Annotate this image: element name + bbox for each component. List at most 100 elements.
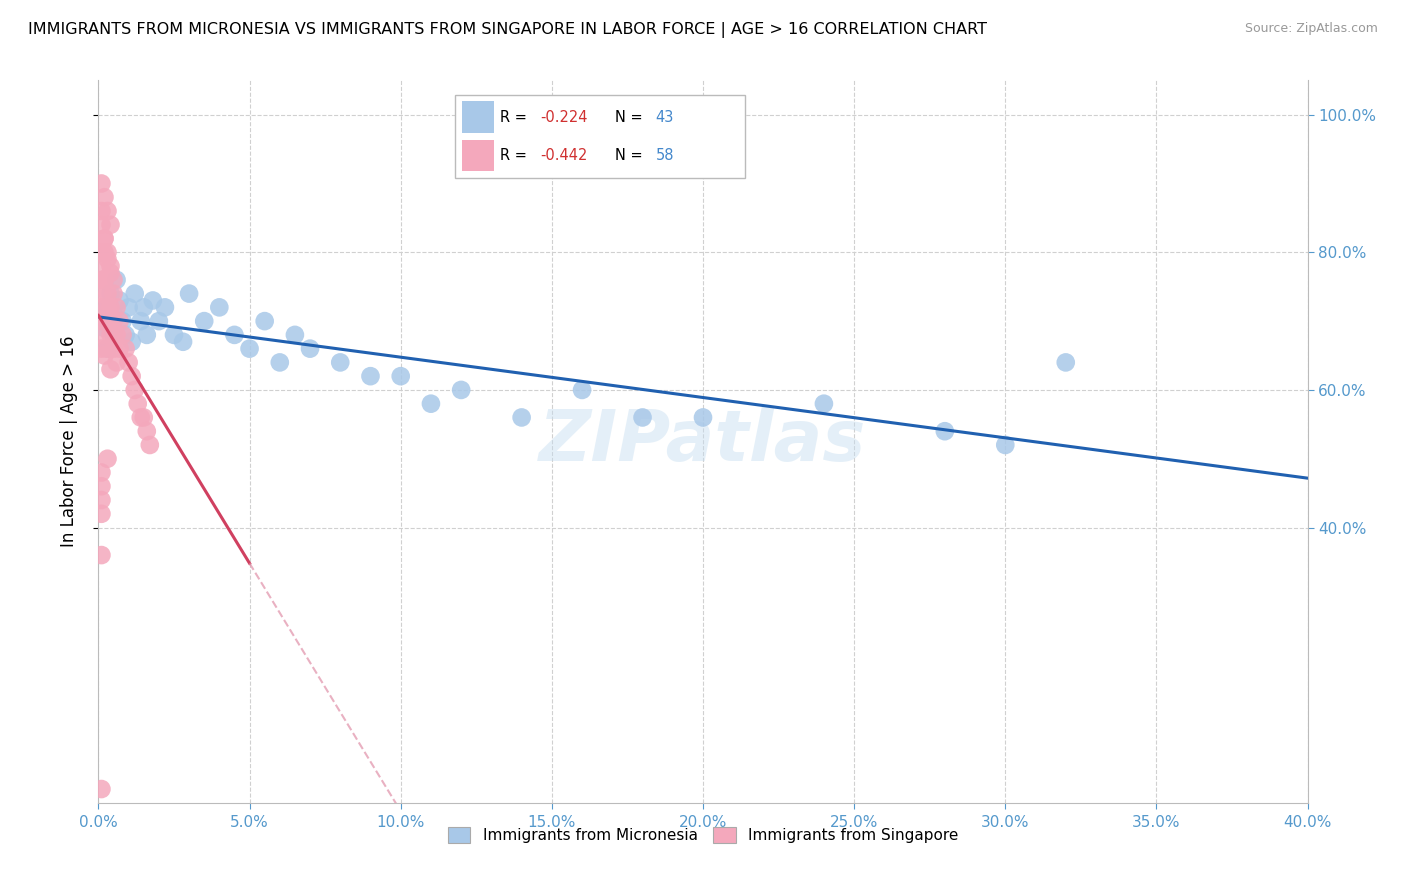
- Point: [111, 314, 134, 328]
- Point: [96, 314, 118, 328]
- Point: [90, 204, 112, 219]
- Point: [813, 397, 835, 411]
- Point: [90, 782, 112, 797]
- Point: [129, 314, 152, 328]
- Point: [153, 301, 176, 315]
- Point: [108, 293, 131, 308]
- Point: [90, 245, 112, 260]
- Point: [127, 397, 149, 411]
- Point: [132, 301, 155, 315]
- Point: [1054, 355, 1077, 369]
- Text: ZIPatlas: ZIPatlas: [540, 407, 866, 476]
- Point: [90, 273, 112, 287]
- Point: [118, 301, 141, 315]
- Point: [239, 342, 262, 356]
- Point: [103, 307, 125, 321]
- Point: [93, 273, 115, 287]
- Point: [96, 204, 118, 219]
- Point: [105, 355, 128, 369]
- Point: [105, 273, 128, 287]
- Point: [224, 327, 246, 342]
- Point: [163, 327, 186, 342]
- Point: [129, 410, 152, 425]
- Point: [299, 342, 322, 356]
- Point: [93, 190, 115, 204]
- Point: [179, 286, 201, 301]
- Point: [135, 424, 157, 438]
- Legend: Immigrants from Micronesia, Immigrants from Singapore: Immigrants from Micronesia, Immigrants f…: [441, 822, 965, 849]
- Point: [103, 342, 125, 356]
- Point: [284, 327, 307, 342]
- Point: [90, 301, 112, 315]
- Point: [90, 314, 112, 328]
- Point: [269, 355, 291, 369]
- Point: [100, 266, 122, 280]
- Point: [103, 286, 125, 301]
- Point: [90, 479, 112, 493]
- Point: [121, 369, 143, 384]
- Point: [132, 410, 155, 425]
- Point: [93, 273, 115, 287]
- Point: [692, 410, 714, 425]
- Point: [571, 383, 593, 397]
- Point: [100, 286, 122, 301]
- Point: [103, 327, 125, 342]
- Point: [96, 301, 118, 315]
- Point: [631, 410, 654, 425]
- Point: [96, 342, 118, 356]
- Point: [96, 245, 118, 260]
- Point: [114, 342, 136, 356]
- Point: [96, 252, 118, 267]
- Point: [253, 314, 276, 328]
- Point: [148, 314, 170, 328]
- Point: [108, 342, 131, 356]
- Point: [90, 493, 112, 508]
- Point: [93, 245, 115, 260]
- Point: [124, 383, 146, 397]
- Point: [105, 327, 128, 342]
- Point: [389, 369, 412, 384]
- Point: [96, 451, 118, 466]
- Point: [93, 321, 115, 335]
- Point: [934, 424, 956, 438]
- Point: [90, 466, 112, 480]
- Point: [93, 231, 115, 245]
- Point: [994, 438, 1017, 452]
- Point: [114, 327, 136, 342]
- Point: [124, 286, 146, 301]
- Point: [360, 369, 382, 384]
- Point: [93, 349, 115, 363]
- Point: [111, 327, 134, 342]
- Point: [100, 301, 122, 315]
- Point: [450, 383, 472, 397]
- Point: [93, 231, 115, 245]
- Point: [100, 259, 122, 273]
- Point: [96, 301, 118, 315]
- Point: [100, 327, 122, 342]
- Point: [135, 327, 157, 342]
- Point: [100, 218, 122, 232]
- Point: [90, 548, 112, 562]
- Point: [193, 314, 215, 328]
- Text: IMMIGRANTS FROM MICRONESIA VS IMMIGRANTS FROM SINGAPORE IN LABOR FORCE | AGE > 1: IMMIGRANTS FROM MICRONESIA VS IMMIGRANTS…: [28, 22, 987, 38]
- Point: [103, 273, 125, 287]
- Point: [105, 301, 128, 315]
- Point: [96, 342, 118, 356]
- Point: [510, 410, 533, 425]
- Point: [90, 507, 112, 521]
- Point: [90, 218, 112, 232]
- Point: [90, 286, 112, 301]
- Point: [90, 327, 112, 342]
- Point: [90, 259, 112, 273]
- Point: [121, 334, 143, 349]
- Point: [96, 286, 118, 301]
- Point: [118, 355, 141, 369]
- Point: [420, 397, 443, 411]
- Point: [108, 314, 131, 328]
- Point: [93, 314, 115, 328]
- Point: [103, 314, 125, 328]
- Point: [329, 355, 352, 369]
- Point: [172, 334, 194, 349]
- Point: [142, 293, 165, 308]
- Point: [100, 362, 122, 376]
